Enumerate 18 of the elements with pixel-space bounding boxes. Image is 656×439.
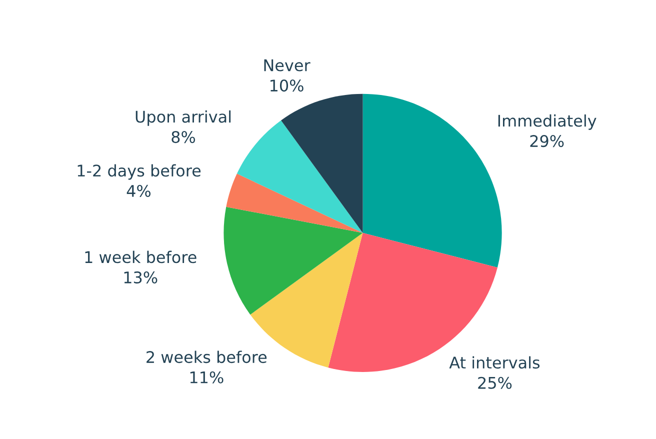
- slice-label: Immediately: [498, 114, 596, 130]
- data-label: 4%: [126, 184, 151, 197]
- pie-slice: [281, 94, 363, 233]
- slice-label: Upon arrival: [136, 110, 231, 126]
- data-label: 13%: [124, 271, 158, 284]
- slice-label: At intervals: [449, 356, 540, 369]
- pie-slice: [226, 174, 363, 233]
- data-label: 25%: [478, 376, 512, 389]
- slice-label: Never: [264, 59, 310, 72]
- data-label: 29%: [530, 135, 564, 148]
- slice-label: 2 weeks before: [146, 350, 267, 364]
- data-label: 8%: [172, 130, 196, 144]
- slice-label: 1 week before: [85, 250, 196, 264]
- pie-slice: [236, 120, 363, 233]
- slice-label: 1-2 days before: [78, 164, 201, 180]
- data-label: 10%: [270, 80, 304, 92]
- pie-slice: [224, 206, 363, 315]
- data-label: 11%: [190, 371, 224, 384]
